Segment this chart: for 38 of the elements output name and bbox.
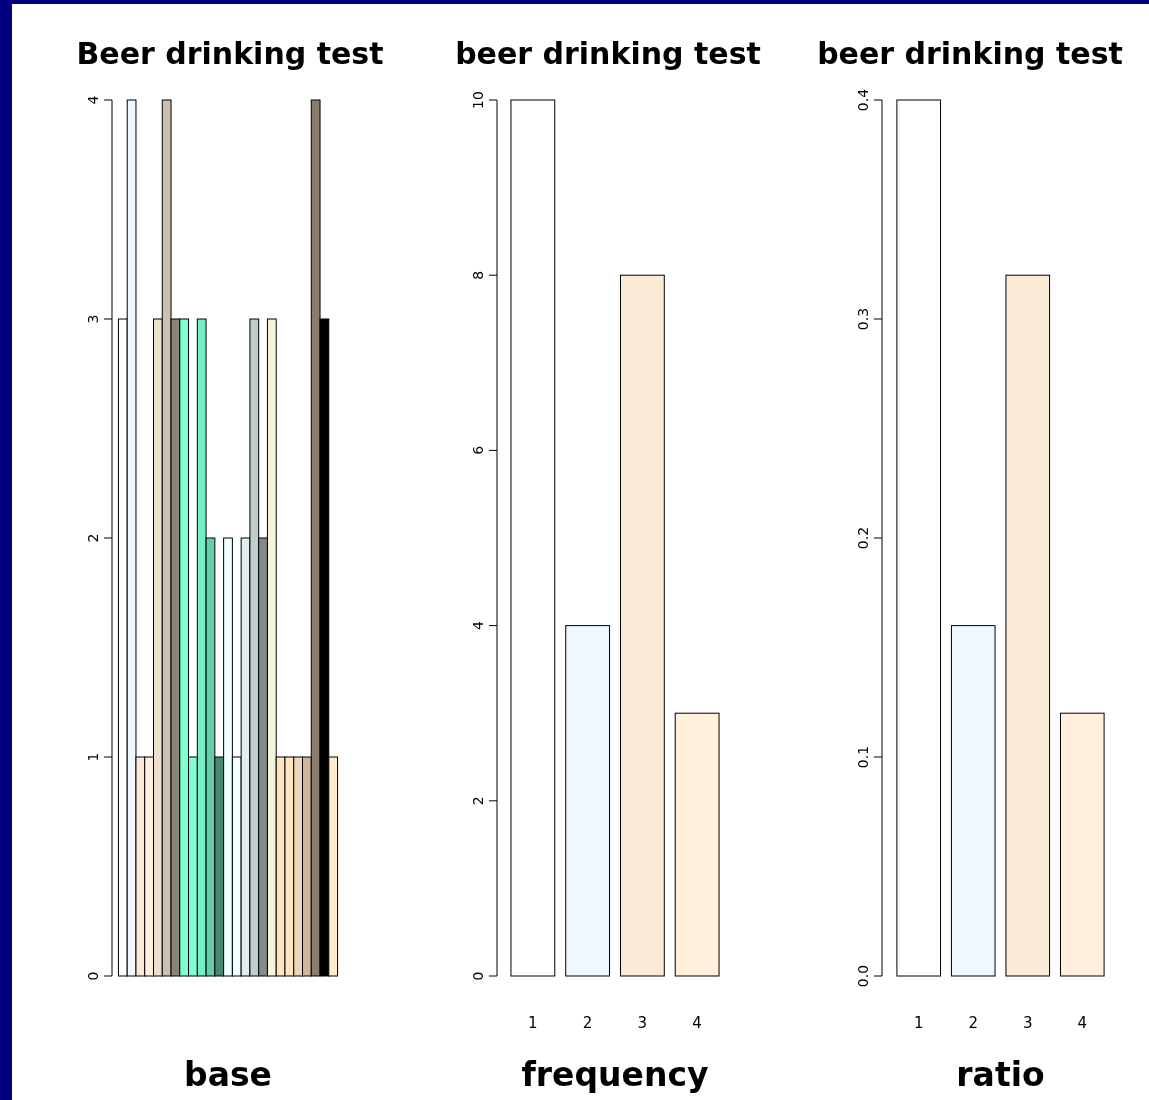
bar <box>674 712 720 977</box>
x-tick-label: 2 <box>968 1014 979 1032</box>
y-tick-label: 0.4 <box>855 88 871 112</box>
bar <box>510 99 556 977</box>
y-tick-label: 1 <box>85 752 101 762</box>
y-tick-label: 6 <box>470 445 486 455</box>
bar <box>1059 712 1105 977</box>
x-tick-label: 3 <box>637 1014 648 1032</box>
x-tick-label: 4 <box>1077 1014 1088 1032</box>
bar <box>950 625 996 977</box>
y-tick-label: 2 <box>85 533 101 543</box>
chart-title: Beer drinking test <box>76 36 384 71</box>
bar <box>896 99 942 977</box>
x-tick-label: 2 <box>582 1014 593 1032</box>
bar <box>1005 274 1051 977</box>
x-tick-label: 4 <box>692 1014 702 1032</box>
x-axis-title: ratio <box>956 1055 1045 1094</box>
y-tick-label: 0.1 <box>855 745 871 769</box>
y-tick-label: 2 <box>470 796 486 806</box>
y-tick-label: 0.3 <box>855 307 871 331</box>
x-tick-label: 1 <box>913 1014 924 1032</box>
x-axis-title: frequency <box>521 1055 709 1094</box>
y-tick-label: 3 <box>85 314 101 324</box>
y-tick-label: 10 <box>470 91 486 109</box>
y-tick-label: 0.2 <box>855 526 871 550</box>
x-tick-label: 3 <box>1022 1014 1033 1032</box>
chart-title: beer drinking test <box>455 36 761 71</box>
chart-title: beer drinking test <box>817 36 1123 71</box>
y-tick-label: 8 <box>470 270 486 280</box>
y-tick-label: 4 <box>470 621 486 631</box>
y-tick-label: 0.0 <box>855 964 871 988</box>
y-tick-label: 0 <box>470 971 486 981</box>
bar <box>619 274 665 977</box>
bar <box>565 625 611 977</box>
y-tick-label: 4 <box>85 95 101 105</box>
x-axis-title: base <box>184 1055 272 1094</box>
y-tick-label: 0 <box>85 971 101 981</box>
x-tick-label: 1 <box>528 1014 538 1032</box>
